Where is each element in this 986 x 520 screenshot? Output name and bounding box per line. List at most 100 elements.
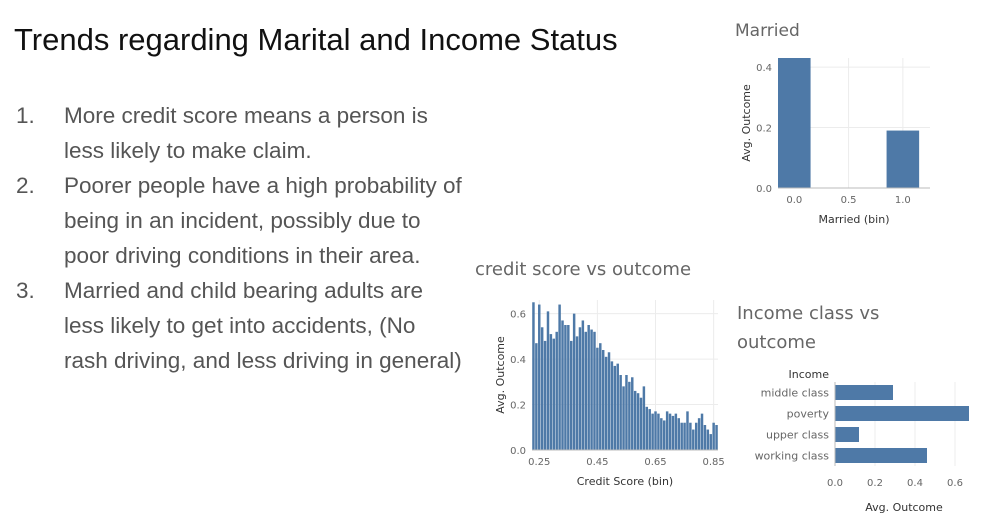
y-axis-label: Avg. Outcome <box>740 84 753 162</box>
bar <box>543 340 547 450</box>
bar <box>535 343 538 450</box>
bar <box>668 413 672 450</box>
bar <box>569 340 573 450</box>
bar <box>645 406 649 450</box>
category-label: working class <box>755 450 830 463</box>
bar <box>642 386 646 450</box>
y-tick-label: 0.4 <box>510 355 526 366</box>
bar <box>665 411 669 450</box>
bar <box>677 418 681 450</box>
bar <box>552 338 556 450</box>
y-tick-label: 0.0 <box>510 446 526 457</box>
bar <box>599 343 602 450</box>
bar <box>703 425 707 450</box>
bar <box>561 320 564 450</box>
bar <box>680 422 683 450</box>
bar <box>706 429 710 450</box>
bar <box>584 331 588 450</box>
y-tick-label: 0.4 <box>756 63 772 74</box>
bar <box>532 302 535 450</box>
bar <box>712 422 715 450</box>
x-axis-label: Married (bin) <box>819 213 890 226</box>
bar <box>610 361 614 450</box>
bar <box>715 425 718 450</box>
bar <box>709 434 712 450</box>
category-label: poverty <box>787 408 830 421</box>
bar <box>604 356 608 450</box>
income-chart-title-line: outcome <box>737 332 816 353</box>
bar <box>694 422 698 450</box>
bar <box>540 327 544 450</box>
x-tick-label: 0.0 <box>786 195 802 206</box>
bullet-list: 1. More credit score means a person is le… <box>14 98 464 378</box>
bar <box>628 381 631 450</box>
income-chart-title: Income class vs outcome <box>737 299 879 357</box>
bullet-number: 3. <box>16 278 35 303</box>
category-header: Income <box>789 368 830 381</box>
bar <box>778 58 811 188</box>
bar <box>616 363 619 450</box>
x-tick-label: 0.45 <box>586 457 608 468</box>
bullet-point-1: 1. More credit score means a person is le… <box>14 98 464 168</box>
bar <box>607 352 611 450</box>
bar <box>549 334 553 450</box>
bar <box>631 377 634 450</box>
bar <box>633 390 637 450</box>
bar <box>835 448 927 463</box>
income-chart: 0.0 0.2 0.4 0.6 Income middle class poverty upp… <box>755 368 969 514</box>
bar <box>587 325 590 450</box>
y-axis-label: Avg. Outcome <box>494 336 507 414</box>
bar <box>697 418 701 450</box>
bar <box>578 327 582 450</box>
bar <box>636 393 640 450</box>
married-chart: 0.0 0.2 0.4 0.0 0.5 1.0 Married (bin) Avg. Outc… <box>740 58 930 226</box>
x-tick-label: 0.25 <box>528 457 550 468</box>
bar <box>662 420 666 450</box>
bar <box>639 397 643 450</box>
bar <box>700 413 704 450</box>
bar <box>686 411 689 450</box>
category-label: upper class <box>766 429 829 442</box>
y-tick-label: 0.2 <box>510 401 526 412</box>
bar <box>671 415 675 450</box>
bar <box>622 386 625 450</box>
bar <box>564 325 567 450</box>
x-tick-label: 1.0 <box>895 195 911 206</box>
bar <box>660 418 663 450</box>
bar <box>835 406 969 421</box>
bar <box>590 329 593 450</box>
x-tick-label: 0.4 <box>907 478 923 489</box>
credit-chart: 0.0 0.2 0.4 0.6 0.25 0.45 0.65 0.85 Credit Score… <box>494 300 725 488</box>
bar <box>538 304 541 450</box>
bar <box>546 311 550 450</box>
bar <box>674 413 678 450</box>
bar <box>625 375 628 450</box>
bar <box>654 411 657 450</box>
bar <box>558 304 561 450</box>
bar <box>581 320 585 450</box>
bar <box>555 331 558 450</box>
bar <box>593 331 596 450</box>
bullet-text: More credit score means a person is less… <box>64 103 428 163</box>
bar <box>619 375 622 450</box>
credit-chart-title: credit score vs outcome <box>475 259 692 280</box>
bar <box>596 347 599 450</box>
bar <box>572 313 576 450</box>
bar <box>689 422 692 450</box>
x-tick-label: 0.65 <box>644 457 666 468</box>
bullet-point-3: 3. Married and child bearing adults are l… <box>14 273 464 378</box>
y-tick-label: 0.0 <box>756 184 772 195</box>
x-tick-label: 0.6 <box>947 478 963 489</box>
bar <box>613 365 617 450</box>
bullet-number: 1. <box>16 103 35 128</box>
bar <box>683 422 686 450</box>
married-chart-title: Married <box>735 21 800 41</box>
x-tick-label: 0.5 <box>841 195 857 206</box>
x-tick-label: 0.85 <box>703 457 725 468</box>
bullet-number: 2. <box>16 173 35 198</box>
income-chart-title-line: Income class vs <box>737 303 880 324</box>
x-tick-label: 0.2 <box>867 478 883 489</box>
bar <box>886 130 920 188</box>
x-tick-label: 0.0 <box>827 478 843 489</box>
x-axis-label: Avg. Outcome <box>865 501 943 514</box>
